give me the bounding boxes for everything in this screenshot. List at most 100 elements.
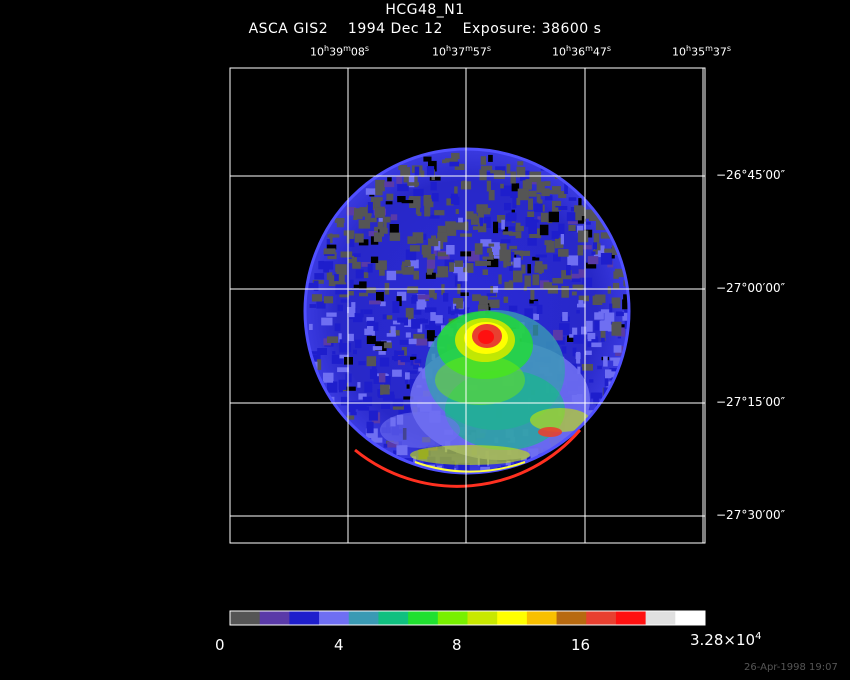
noise-pixel [494,243,507,256]
noise-pixel [623,294,627,305]
noise-pixel [335,274,345,287]
noise-pixel [413,188,424,197]
noise-pixel [578,198,582,207]
noise-pixel [488,190,495,201]
noise-pixel [578,300,584,306]
noise-pixel [392,405,404,410]
noise-pixel [365,188,376,195]
noise-pixel [415,338,428,346]
noise-pixel [609,303,613,315]
noise-pixel [369,300,381,305]
noise-pixel [339,354,349,359]
noise-pixel [528,198,533,210]
noise-pixel [390,391,395,396]
noise-pixel [582,245,592,250]
noise-pixel [558,191,567,199]
noise-pixel [326,239,331,250]
noise-pixel [349,238,355,248]
noise-pixel [536,181,545,193]
noise-pixel [428,289,435,298]
noise-pixel [408,338,417,345]
noise-pixel [314,273,325,280]
noise-pixel [379,269,385,276]
noise-pixel [488,243,495,247]
noise-pixel [397,184,409,192]
noise-pixel [327,234,340,238]
noise-pixel [603,356,608,367]
noise-pixel [405,307,414,320]
noise-pixel [353,313,363,323]
noise-pixel [454,260,463,267]
noise-pixel [395,270,408,274]
noise-pixel [463,267,467,273]
noise-pixel [361,262,371,267]
noise-pixel [386,193,394,201]
noise-pixel [490,242,500,252]
noise-pixel [617,335,622,339]
ra-value: 10 [672,45,686,59]
colorbar-swatch [408,611,439,625]
ra-tick-label: 10h37m57s [432,44,491,59]
colorbar-max-mantissa: 3.28×10 [690,631,756,649]
noise-pixel [458,307,470,315]
noise-pixel [501,219,505,230]
noise-pixel [515,222,521,227]
noise-pixel [411,294,418,302]
noise-pixel [443,460,455,473]
noise-pixel [397,317,408,323]
noise-pixel [536,304,543,314]
noise-pixel [454,186,458,195]
noise-pixel [573,334,584,344]
noise-pixel [354,253,361,258]
noise-pixel [560,234,564,245]
noise-pixel [366,287,376,294]
noise-pixel [566,212,578,222]
noise-pixel [478,295,488,308]
noise-pixel [482,256,494,260]
noise-pixel [518,166,526,177]
noise-pixel [570,207,576,212]
noise-pixel [541,188,550,197]
noise-pixel [525,179,532,190]
noise-pixel [403,396,414,400]
colorbar-tick-label: 8 [452,636,462,654]
noise-pixel [405,372,410,380]
noise-pixel [540,212,549,223]
noise-pixel [416,294,426,306]
noise-pixel [489,299,500,307]
colorbar-swatch [319,611,350,625]
noise-pixel [558,223,565,236]
dec-tick-label: −27°00′00″ [716,281,786,295]
noise-pixel [600,329,606,341]
noise-pixel [360,309,364,318]
noise-pixel [337,304,343,312]
emission-blob [380,412,460,448]
dec-tick-label: −26°45′00″ [716,168,786,182]
noise-pixel [499,249,511,262]
noise-pixel [364,381,373,393]
noise-pixel [411,456,417,463]
noise-pixel [366,421,374,434]
noise-pixel [399,339,409,345]
noise-pixel [480,466,490,473]
noise-pixel [457,271,468,282]
noise-pixel [598,311,603,316]
noise-pixel [323,376,334,383]
noise-pixel [427,198,434,208]
noise-pixel [593,397,599,405]
noise-pixel [516,166,520,178]
noise-pixel [539,224,549,236]
noise-pixel [410,355,414,366]
noise-pixel [484,172,494,176]
noise-pixel [391,356,402,361]
noise-pixel [506,213,516,222]
noise-pixel [365,428,378,439]
noise-pixel [486,180,491,192]
noise-pixel [316,301,326,309]
colorbar-swatch [348,611,379,625]
ra-value: 10 [432,45,446,59]
noise-pixel [407,370,418,374]
noise-pixel [380,301,386,307]
noise-pixel [589,379,594,383]
ra-value: 10 [552,45,566,59]
